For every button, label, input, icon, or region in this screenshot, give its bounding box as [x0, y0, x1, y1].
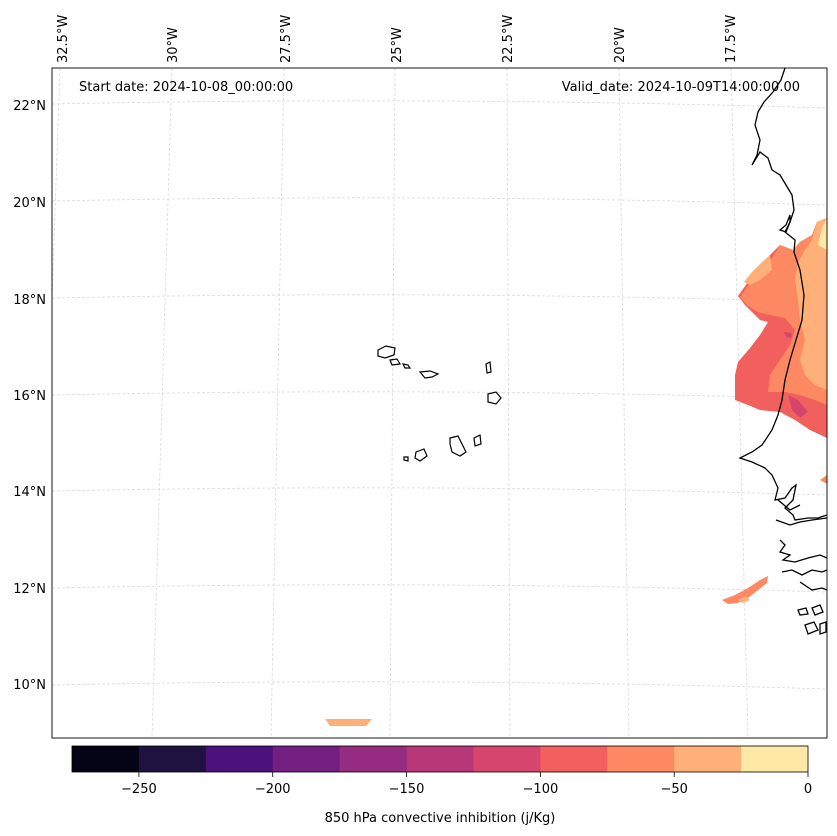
- map-panel: Start date: 2024-10-08_00:00:00 Valid_da…: [51, 67, 828, 739]
- contour-minus-25: [818, 218, 827, 250]
- latitude-gridlines: [51, 100, 828, 690]
- island-sao-vicente: [389, 358, 401, 366]
- gridline-22-5w: [506, 67, 511, 739]
- colorbar-tick-label: −250: [121, 782, 157, 797]
- lat-label: 22°N: [13, 99, 46, 114]
- lon-label: 32.5°W: [56, 15, 71, 63]
- gridline-25w: [389, 67, 396, 739]
- lon-label: 27.5°W: [279, 15, 294, 63]
- colorbar-swatch: [138, 746, 207, 772]
- contour-patch-gambia-inner: [738, 596, 750, 603]
- gridline-20n: [51, 197, 828, 206]
- island-fogo: [414, 448, 428, 462]
- gridline-12n: [51, 584, 828, 593]
- island-santa-luzia: [401, 363, 412, 369]
- coastline-cape-blanc: [778, 214, 791, 233]
- lat-label: 14°N: [13, 485, 46, 500]
- map-frame: [51, 67, 828, 739]
- colorbar-swatch: [473, 746, 541, 772]
- contour-minus-50: [795, 218, 827, 390]
- lon-label: 22.5°W: [501, 15, 516, 63]
- colorbar-swatch: [406, 746, 474, 772]
- lon-label: 20°W: [613, 27, 628, 63]
- colorbar-swatch: [272, 746, 341, 772]
- colorbar-tick-label: −50: [660, 782, 687, 797]
- coastline-gambia: [778, 539, 828, 563]
- contour-patch-gambia: [722, 576, 768, 604]
- coastline-bissagos-islands: [797, 604, 827, 635]
- island-boa-vista: [487, 391, 502, 405]
- contour-patch-north: [744, 255, 772, 285]
- colorbar-tick-label: −200: [255, 782, 291, 797]
- valid-date-label: Valid_date: 2024-10-09T14:00:00.00: [562, 80, 800, 95]
- colorbar-swatch: [741, 746, 809, 772]
- coastline-mainland: [738, 67, 828, 521]
- cape-verde-islands: [377, 345, 502, 462]
- colorbar-title: 850 hPa convective inhibition (j/Kg): [325, 811, 556, 826]
- lat-label: 12°N: [13, 582, 46, 597]
- colorbar-swatches: [72, 746, 809, 772]
- gridline-16n: [51, 391, 828, 400]
- coastline-guinea-bissau: [781, 569, 828, 591]
- contour-minus-125-south: [788, 395, 808, 418]
- colorbar-swatch: [339, 746, 408, 772]
- colorbar-swatch: [72, 746, 140, 772]
- island-maio: [473, 434, 482, 447]
- gridline-10n: [51, 681, 828, 690]
- gridline-32-5w: [51, 67, 61, 301]
- colorbar-frame: [71, 745, 809, 773]
- lon-label: 17.5°W: [724, 15, 739, 63]
- island-santo-antao: [377, 345, 396, 359]
- coastline-senegal: [775, 499, 828, 526]
- lon-label: 30°W: [166, 27, 181, 63]
- colorbar-swatch: [540, 746, 608, 772]
- contour-patch-south: [325, 719, 372, 726]
- island-santiago: [449, 435, 467, 457]
- colorbar-swatch: [205, 746, 274, 772]
- colorbar-tick-label: −150: [389, 782, 425, 797]
- gridline-17-5w: [730, 67, 749, 739]
- lat-label: 20°N: [13, 196, 46, 211]
- gridline-30w: [151, 67, 173, 739]
- cin-contours: [325, 218, 827, 726]
- longitude-labels: 32.5°W 30°W 27.5°W 25°W 22.5°W 20°W 17.5…: [56, 15, 739, 63]
- lon-label: 25°W: [390, 27, 405, 63]
- latitude-labels: 22°N 20°N 18°N 16°N 14°N 12°N 10°N: [13, 99, 46, 693]
- map-background: [52, 68, 827, 738]
- lat-label: 10°N: [13, 678, 46, 693]
- start-date-label: Start date: 2024-10-08_00:00:00: [79, 80, 293, 95]
- contour-minus-125-north: [784, 332, 792, 338]
- island-brava: [403, 456, 409, 462]
- colorbar-tick-label: 0: [804, 782, 812, 797]
- island-sao-nicolau: [418, 370, 440, 379]
- coastline: [738, 67, 828, 635]
- colorbar-swatch: [607, 746, 675, 772]
- colorbar: −250 −200 −150 −100 −50 0 850 hPa convec…: [71, 745, 812, 826]
- longitude-gridlines: [51, 67, 749, 739]
- lat-label: 16°N: [13, 389, 46, 404]
- colorbar-swatch: [674, 746, 742, 772]
- gridline-18n: [51, 294, 828, 303]
- colorbar-tick-label: −100: [523, 782, 559, 797]
- gridline-27-5w: [270, 67, 285, 739]
- lat-label: 18°N: [13, 293, 46, 308]
- contour-patch-mid: [820, 475, 827, 484]
- gridline-20w: [618, 67, 630, 739]
- colorbar-ticks: [138, 772, 809, 777]
- gridline-14n: [51, 487, 828, 496]
- gridline-22n: [51, 100, 828, 109]
- island-sal: [485, 361, 492, 374]
